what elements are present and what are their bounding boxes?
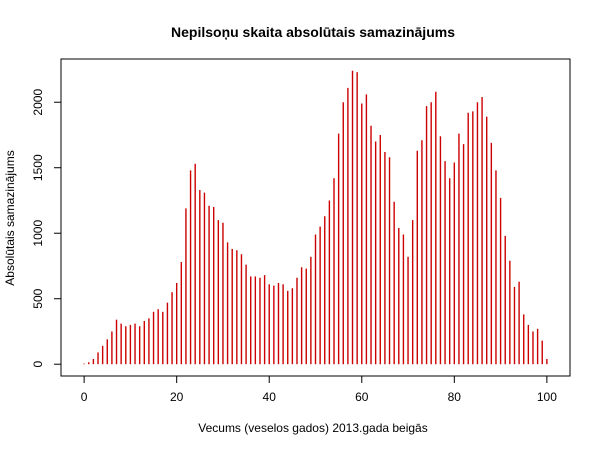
y-axis-label: Absolūtais samazinājums [3, 150, 17, 285]
y-tick-label: 500 [31, 288, 45, 308]
bar-series [83, 70, 548, 365]
x-tick-label: 40 [263, 390, 277, 404]
x-tick-label: 20 [170, 390, 184, 404]
x-tick-label: 60 [355, 390, 369, 404]
x-tick-label: 80 [448, 390, 462, 404]
y-tick-label: 1000 [31, 220, 45, 247]
y-tick-label: 0 [31, 361, 45, 368]
chart-title: Nepilsoņu skaita absolūtais samazinājums [171, 24, 455, 40]
x-axis: 0 20 40 60 80 100 [81, 375, 557, 404]
x-tick-label: 100 [537, 390, 557, 404]
x-tick-label: 0 [81, 390, 88, 404]
x-axis-label: Vecums (veselos gados) 2013.gada beigās [198, 421, 427, 435]
y-tick-label: 2000 [31, 89, 45, 116]
y-tick-label: 1500 [31, 154, 45, 181]
y-axis: 0 500 1000 1500 2000 [31, 89, 62, 368]
